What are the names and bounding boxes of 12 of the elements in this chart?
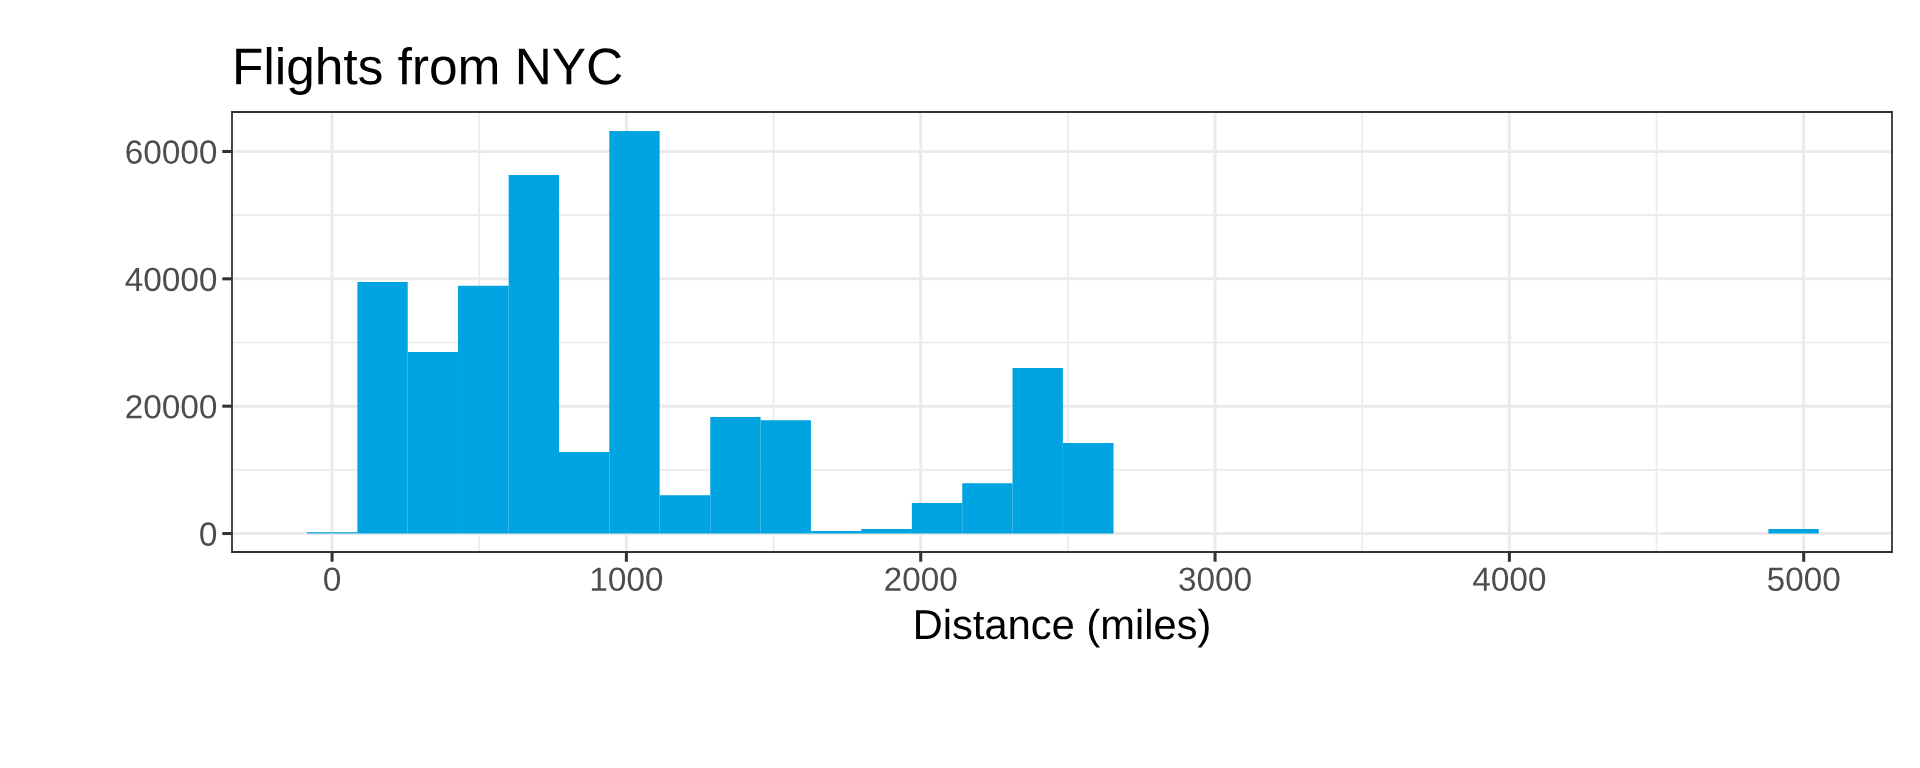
chart-title: Flights from NYC [236,46,622,95]
x-tick-label: 4000 [1473,567,1546,592]
x-axis-title: Distance (miles) [916,608,1209,648]
y-tick-label: 0 [200,522,217,546]
x-tick-label: 0 [324,567,341,592]
x-tick-label: 1000 [591,567,663,592]
x-tick-label: 2000 [885,567,957,592]
y-tick-label: 60000 [126,140,217,164]
x-tick-label: 5000 [1767,567,1840,592]
y-tick-label: 20000 [126,394,217,419]
y-tick-label: 40000 [125,267,217,292]
x-tick-label: 3000 [1179,567,1251,592]
